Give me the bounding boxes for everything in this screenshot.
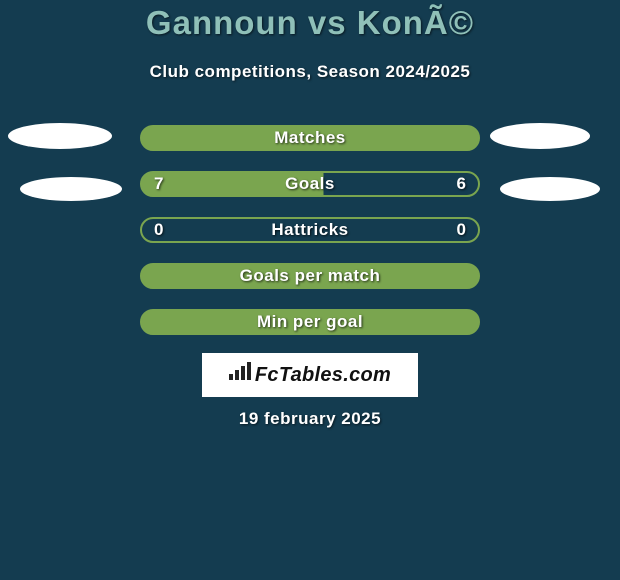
stat-label: Min per goal: [257, 312, 363, 332]
stat-label: Hattricks: [271, 220, 348, 240]
stat-row: Min per goal: [140, 309, 480, 335]
stat-value-right: 6: [457, 174, 466, 194]
stat-row: Goals 7 6: [140, 171, 480, 197]
page-subtitle: Club competitions, Season 2024/2025: [0, 62, 620, 82]
stat-value-right: 0: [457, 220, 466, 240]
player-ellipse: [500, 177, 600, 201]
player-ellipse: [490, 123, 590, 149]
stat-label: Goals per match: [240, 266, 381, 286]
stat-row: Goals per match: [140, 263, 480, 289]
comparison-canvas: Gannoun vs KonÃ© Club competitions, Seas…: [0, 0, 620, 580]
player-ellipse: [8, 123, 112, 149]
stat-row: Matches: [140, 125, 480, 151]
fctables-logo: FcTables.com: [202, 353, 418, 397]
logo-text: FcTables.com: [255, 364, 391, 386]
page-title: Gannoun vs KonÃ©: [0, 4, 620, 42]
player-ellipse: [20, 177, 122, 201]
stat-label: Goals: [285, 174, 335, 194]
stat-value-left: 7: [154, 174, 163, 194]
stat-value-left: 0: [154, 220, 163, 240]
bars-icon: [229, 352, 251, 396]
stat-label: Matches: [274, 128, 346, 148]
snapshot-date: 19 february 2025: [0, 409, 620, 429]
stat-row: Hattricks 0 0: [140, 217, 480, 243]
